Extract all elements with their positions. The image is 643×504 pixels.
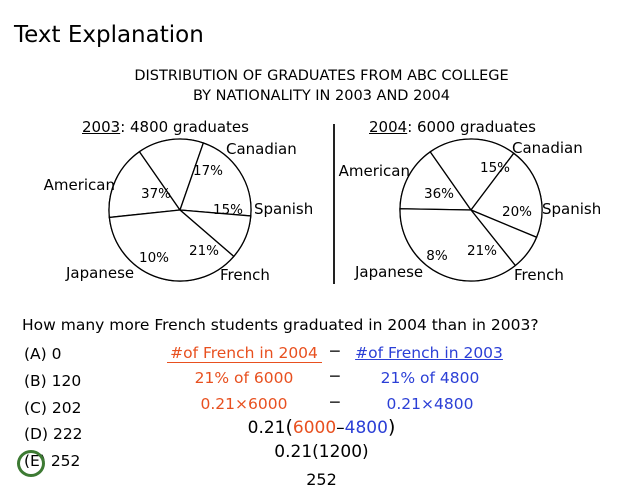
pie-2004-year: 2004: [369, 118, 408, 136]
pie-category-label: Japanese: [354, 263, 423, 281]
pie-category-label: Spanish: [542, 200, 601, 218]
pie-charts-svg: 17% 15% 21% 10% 37% Canadian Spanish French Japa…: [44, 138, 601, 284]
pie-category-label: Japanese: [65, 264, 134, 282]
pie-category-label: French: [220, 266, 270, 284]
pie-slice-canadian: [399, 150, 473, 211]
pie-value-label: 21%: [467, 243, 497, 259]
pie-slice-american: [399, 208, 517, 282]
solution-step1-a: 6000: [292, 418, 337, 438]
pie-slice-spanish: [138, 138, 205, 212]
solution-step1-prefix: 0.21: [247, 418, 286, 438]
pie-slice-canadian: [108, 150, 182, 219]
pie-value-label: 15%: [213, 202, 243, 218]
solution-row1-left-underline: [167, 362, 322, 363]
pie-2003-year: 2003: [82, 118, 121, 136]
pie-value-label: 15%: [480, 160, 510, 176]
choice-b[interactable]: (B) 120: [24, 372, 82, 390]
solution-row3-left: 0.21×6000: [200, 395, 288, 413]
solution-row3-right: 0.21×4800: [386, 395, 474, 413]
pie-2003-subtitle: : 4800 graduates: [120, 118, 249, 136]
pie-slice-american: [108, 209, 235, 282]
pie-value-label: 20%: [502, 204, 532, 220]
solution-step1: 0.21(6000–4800): [0, 416, 643, 438]
pie-value-label: 10%: [139, 250, 169, 266]
choice-c[interactable]: (C) 202: [24, 399, 82, 417]
solution-row1-op: −: [328, 342, 342, 360]
pie-slice-french: [469, 152, 543, 239]
solution-row2-right: 21% of 4800: [380, 369, 480, 387]
pie-value-label: 36%: [424, 186, 454, 202]
solution-step1-minus: –: [336, 418, 345, 438]
chart-title-line1: DISTRIBUTION OF GRADUATES FROM ABC COLLE…: [134, 68, 509, 84]
pie-2003-title: 2003: 4800 graduates: [82, 118, 249, 136]
pie-divider: [333, 124, 335, 284]
solution-step1-open: (: [285, 416, 293, 438]
pie-2004-title: 2004: 6000 graduates: [369, 118, 536, 136]
choice-d[interactable]: (D) 222: [24, 425, 83, 443]
pie-category-label: American: [339, 162, 410, 180]
pie-category-label: French: [514, 266, 564, 284]
solution-row2-op: −: [328, 367, 342, 385]
page-heading: Text Explanation: [14, 22, 204, 48]
pie-value-label: 37%: [141, 186, 171, 202]
solution-step1-close: ): [387, 416, 396, 438]
pie-2004: 15% 20% 21% 8% 36% Canadian Spanish French Japan…: [339, 138, 601, 284]
solution-row3-op: −: [328, 393, 342, 411]
pie-slice-french: [179, 142, 252, 217]
pie-category-label: American: [44, 176, 115, 194]
pie-value-label: 21%: [189, 243, 219, 259]
pie-category-label: Canadian: [512, 139, 583, 157]
pie-value-label: 8%: [426, 248, 448, 264]
solution-row1-right: #of French in 2003: [355, 344, 503, 362]
pie-2004-subtitle: : 6000 graduates: [407, 118, 536, 136]
pie-category-label: Canadian: [226, 140, 297, 158]
solution-step1-b: 4800: [344, 418, 388, 438]
chart-title-line2: BY NATIONALITY IN 2003 AND 2004: [193, 88, 450, 104]
solution-row1-left: #of French in 2004: [170, 344, 318, 362]
question-text: How many more French students graduated …: [22, 316, 539, 334]
pie-2003: 17% 15% 21% 10% 37% Canadian Spanish French Japa…: [44, 138, 313, 284]
pie-value-label: 17%: [193, 163, 223, 179]
solution-row2-left: 21% of 6000: [194, 369, 294, 387]
choice-a[interactable]: (A) 0: [24, 345, 62, 363]
solution-answer: 252: [306, 470, 337, 489]
solution-step2: 0.21(1200): [274, 442, 369, 462]
pie-slice-spanish: [429, 138, 515, 212]
correct-answer-circle: [17, 450, 45, 477]
pie-category-label: Spanish: [254, 200, 313, 218]
